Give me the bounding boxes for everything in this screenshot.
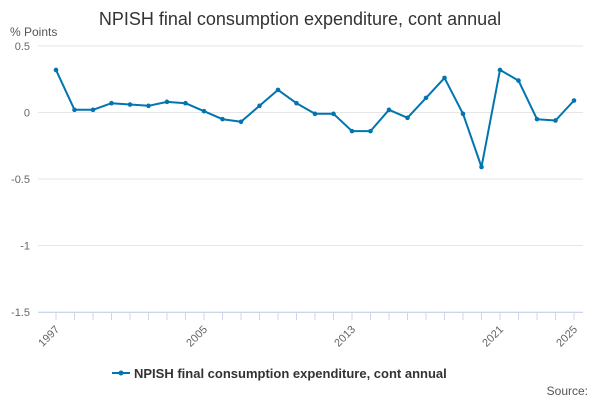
data-point[interactable] bbox=[183, 100, 188, 106]
data-point[interactable] bbox=[72, 107, 77, 113]
data-point[interactable] bbox=[164, 99, 170, 105]
data-point[interactable] bbox=[423, 95, 429, 101]
source-credit: Source: bbox=[547, 384, 588, 398]
data-point[interactable] bbox=[238, 119, 244, 125]
x-tick-label: 2025 bbox=[554, 324, 580, 350]
data-point[interactable] bbox=[442, 75, 447, 81]
y-tick-label: 0.5 bbox=[15, 41, 30, 53]
data-point[interactable] bbox=[257, 103, 262, 109]
y-tick-label: 0 bbox=[24, 108, 30, 120]
data-point[interactable] bbox=[534, 116, 540, 122]
data-point[interactable] bbox=[405, 115, 410, 121]
data-point[interactable] bbox=[368, 128, 373, 134]
x-tick-label: 1997 bbox=[36, 324, 62, 350]
data-point[interactable] bbox=[275, 87, 281, 93]
data-point[interactable] bbox=[109, 100, 114, 106]
y-tick-label: -0.5 bbox=[11, 174, 30, 186]
data-point[interactable] bbox=[294, 100, 299, 106]
x-tick-label: 2005 bbox=[184, 324, 210, 350]
gridlines bbox=[38, 45, 583, 313]
data-point[interactable] bbox=[553, 118, 558, 123]
data-point[interactable] bbox=[331, 111, 336, 117]
y-axis-ticks: 0.5 0 -0.5 -1 -1.5 bbox=[11, 41, 30, 319]
data-point[interactable] bbox=[53, 67, 59, 73]
x-axis-ticks: 1997 2005 2013 2021 2025 bbox=[36, 324, 580, 350]
data-point[interactable] bbox=[146, 103, 151, 109]
y-tick-label: -1.5 bbox=[11, 307, 30, 319]
y-tick-label: -1 bbox=[20, 241, 30, 253]
legend-label: NPISH final consumption expenditure, con… bbox=[134, 366, 447, 381]
data-point[interactable] bbox=[201, 108, 207, 114]
data-point[interactable] bbox=[220, 116, 225, 122]
data-point[interactable] bbox=[571, 98, 577, 103]
data-point[interactable] bbox=[349, 128, 355, 134]
data-point[interactable] bbox=[90, 107, 96, 113]
data-point[interactable] bbox=[497, 67, 503, 73]
data-point[interactable] bbox=[386, 107, 392, 113]
series-line[interactable] bbox=[55, 68, 575, 168]
data-point[interactable] bbox=[312, 111, 318, 117]
data-point[interactable] bbox=[516, 78, 521, 83]
x-tick-label: 2013 bbox=[332, 324, 358, 350]
x-axis bbox=[38, 312, 583, 320]
legend-point-marker bbox=[118, 370, 124, 376]
chart-title: NPISH final consumption expenditure, con… bbox=[99, 9, 501, 29]
data-point[interactable] bbox=[479, 164, 484, 170]
data-point[interactable] bbox=[127, 102, 133, 107]
data-point[interactable] bbox=[460, 111, 466, 117]
y-axis-label: % Points bbox=[10, 25, 57, 39]
series-layer bbox=[53, 67, 577, 170]
x-tick-label: 2021 bbox=[480, 324, 506, 350]
legend[interactable]: NPISH final consumption expenditure, con… bbox=[112, 366, 447, 381]
